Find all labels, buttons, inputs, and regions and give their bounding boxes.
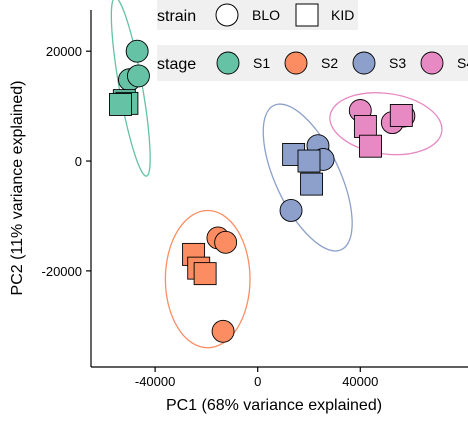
legend: strain BLO KID stage S1 S2 S3 S4 <box>157 0 468 81</box>
point-s4-kid <box>359 134 382 158</box>
legend-label-s4: S4 <box>457 55 468 71</box>
ellipse-s3 <box>262 103 353 252</box>
axes: -40000 0 40000 -20000 0 20000 <box>42 10 468 389</box>
strain-legend-background <box>157 0 358 30</box>
point-s3-kid <box>300 172 324 196</box>
point-s3-kid <box>297 149 321 173</box>
y-axis-label: PC2 (11% variance explained) <box>9 81 26 296</box>
legend-key-s2 <box>284 51 308 75</box>
y-tick-label: -20000 <box>42 264 82 279</box>
ellipse-s2 <box>164 209 251 349</box>
legend-key-blo <box>215 3 239 27</box>
y-ticks: -20000 0 20000 <box>42 44 91 279</box>
x-ticks: -40000 0 40000 <box>135 367 378 389</box>
legend-label-blo: BLO <box>252 7 280 23</box>
point-s2-kid <box>193 262 217 286</box>
x-tick-label: -40000 <box>135 374 175 389</box>
point-s2-blo <box>211 319 235 343</box>
y-tick-label: 0 <box>75 154 82 169</box>
data-points <box>109 39 416 343</box>
point-s4-kid <box>389 104 413 127</box>
point-s1-kid <box>109 93 132 116</box>
stage-legend-background <box>157 45 468 81</box>
legend-key-s4 <box>420 51 444 75</box>
point-s1-blo <box>126 64 150 88</box>
x-axis-label: PC1 (68% variance explained) <box>166 397 382 414</box>
legend-label-kid: KID <box>331 7 354 23</box>
y-tick-label: 20000 <box>46 44 82 59</box>
point-s3-blo <box>279 199 303 222</box>
x-tick-label: 0 <box>254 374 261 389</box>
legend-label-s2: S2 <box>321 55 338 71</box>
stage-legend-title: stage <box>157 56 196 73</box>
legend-key-s3 <box>352 51 376 75</box>
legend-label-s1: S1 <box>253 55 270 71</box>
legend-label-s3: S3 <box>389 55 406 71</box>
point-s2-blo <box>214 230 238 254</box>
x-tick-label: 40000 <box>342 374 378 389</box>
strain-legend-title: strain <box>157 8 196 25</box>
point-s1-blo <box>125 39 149 63</box>
legend-key-kid <box>295 3 319 27</box>
point-s4-kid <box>353 114 377 138</box>
stage-legend-items: S1 S2 S3 S4 <box>216 51 468 75</box>
legend-key-s1 <box>216 51 240 75</box>
